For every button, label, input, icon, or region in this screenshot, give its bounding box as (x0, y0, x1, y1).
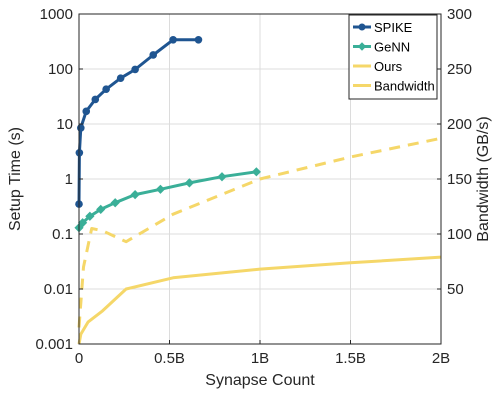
legend-item-bandwidth: Bandwidth (353, 79, 435, 94)
data-point-spike (91, 95, 100, 104)
data-point-genn (217, 172, 227, 182)
legend-item-ours: Ours (353, 59, 403, 74)
legend: SPIKE GeNN Ours Bandwidth (348, 14, 438, 100)
y-left-tick-label: 1000 (40, 6, 73, 23)
legend-marker (357, 42, 367, 51)
axes (78, 13, 442, 345)
legend-label: Bandwidth (374, 79, 435, 94)
data-point-spike (102, 85, 110, 93)
series-spike (75, 35, 203, 208)
x-tick-label: 1.5B (335, 350, 366, 367)
legend-label: Ours (374, 59, 403, 74)
series-line-genn (77, 170, 257, 229)
x-tick-label: 0 (75, 350, 83, 367)
y-left-axis-title: Setup Time (s) (7, 127, 24, 231)
data-point-spike (169, 35, 177, 44)
data-point-spike (194, 35, 203, 44)
y-right-tick-label: 150 (447, 171, 472, 188)
plot-frame (78, 13, 442, 345)
legend-item-spike: SPIKE (353, 20, 413, 35)
x-axis-title: Synapse Count (205, 372, 315, 389)
y-right-tick-label: 50 (447, 281, 464, 298)
data-point-spike (149, 51, 158, 59)
y-right-axis-title: Bandwidth (GB/s) (475, 116, 492, 241)
legend-label: GeNN (374, 40, 410, 55)
series-ours (77, 255, 442, 345)
data-point-spike (77, 124, 85, 132)
y-left-tick-label: 0.001 (35, 336, 73, 353)
legend-label: SPIKE (374, 20, 413, 35)
data-point-spike (131, 65, 139, 74)
data-point-genn (130, 190, 140, 200)
data-point-genn (96, 204, 106, 215)
y-right-tick-label: 250 (447, 61, 472, 78)
y-left-tick-label: 0.01 (44, 281, 73, 298)
y-right-tick-label: 300 (447, 6, 472, 23)
x-tick-label: 0.5B (154, 350, 185, 367)
y-right-tick-label: 200 (447, 116, 472, 133)
x-tick-label: 2B (432, 350, 450, 367)
data-point-genn (184, 178, 195, 188)
series-layer (74, 35, 442, 345)
y-left-tick-label: 1 (65, 171, 73, 188)
data-point-genn (110, 198, 120, 208)
data-point-genn (155, 184, 166, 194)
y-left-tick-label: 100 (48, 61, 73, 78)
legend-item-genn: GeNN (353, 40, 410, 55)
data-point-genn (251, 167, 261, 177)
x-tick-label: 1B (251, 350, 269, 367)
series-line-ours (77, 255, 442, 345)
data-point-spike (82, 107, 91, 116)
data-point-genn (85, 211, 95, 221)
series-genn (74, 167, 261, 233)
tick-labels: 0 0.5B 1B 1.5B 2B 0.001 0.01 0.1 1 10 100 1000 50 100… (35, 6, 472, 367)
y-right-tick-label: 100 (447, 226, 472, 243)
legend-marker (358, 23, 366, 31)
series-bandwidth (77, 136, 442, 328)
data-point-spike (116, 74, 125, 83)
y-left-tick-label: 10 (56, 116, 73, 133)
series-line-bandwidth (77, 136, 442, 328)
y-left-tick-label: 0.1 (52, 226, 73, 243)
data-point-genn (78, 218, 88, 228)
